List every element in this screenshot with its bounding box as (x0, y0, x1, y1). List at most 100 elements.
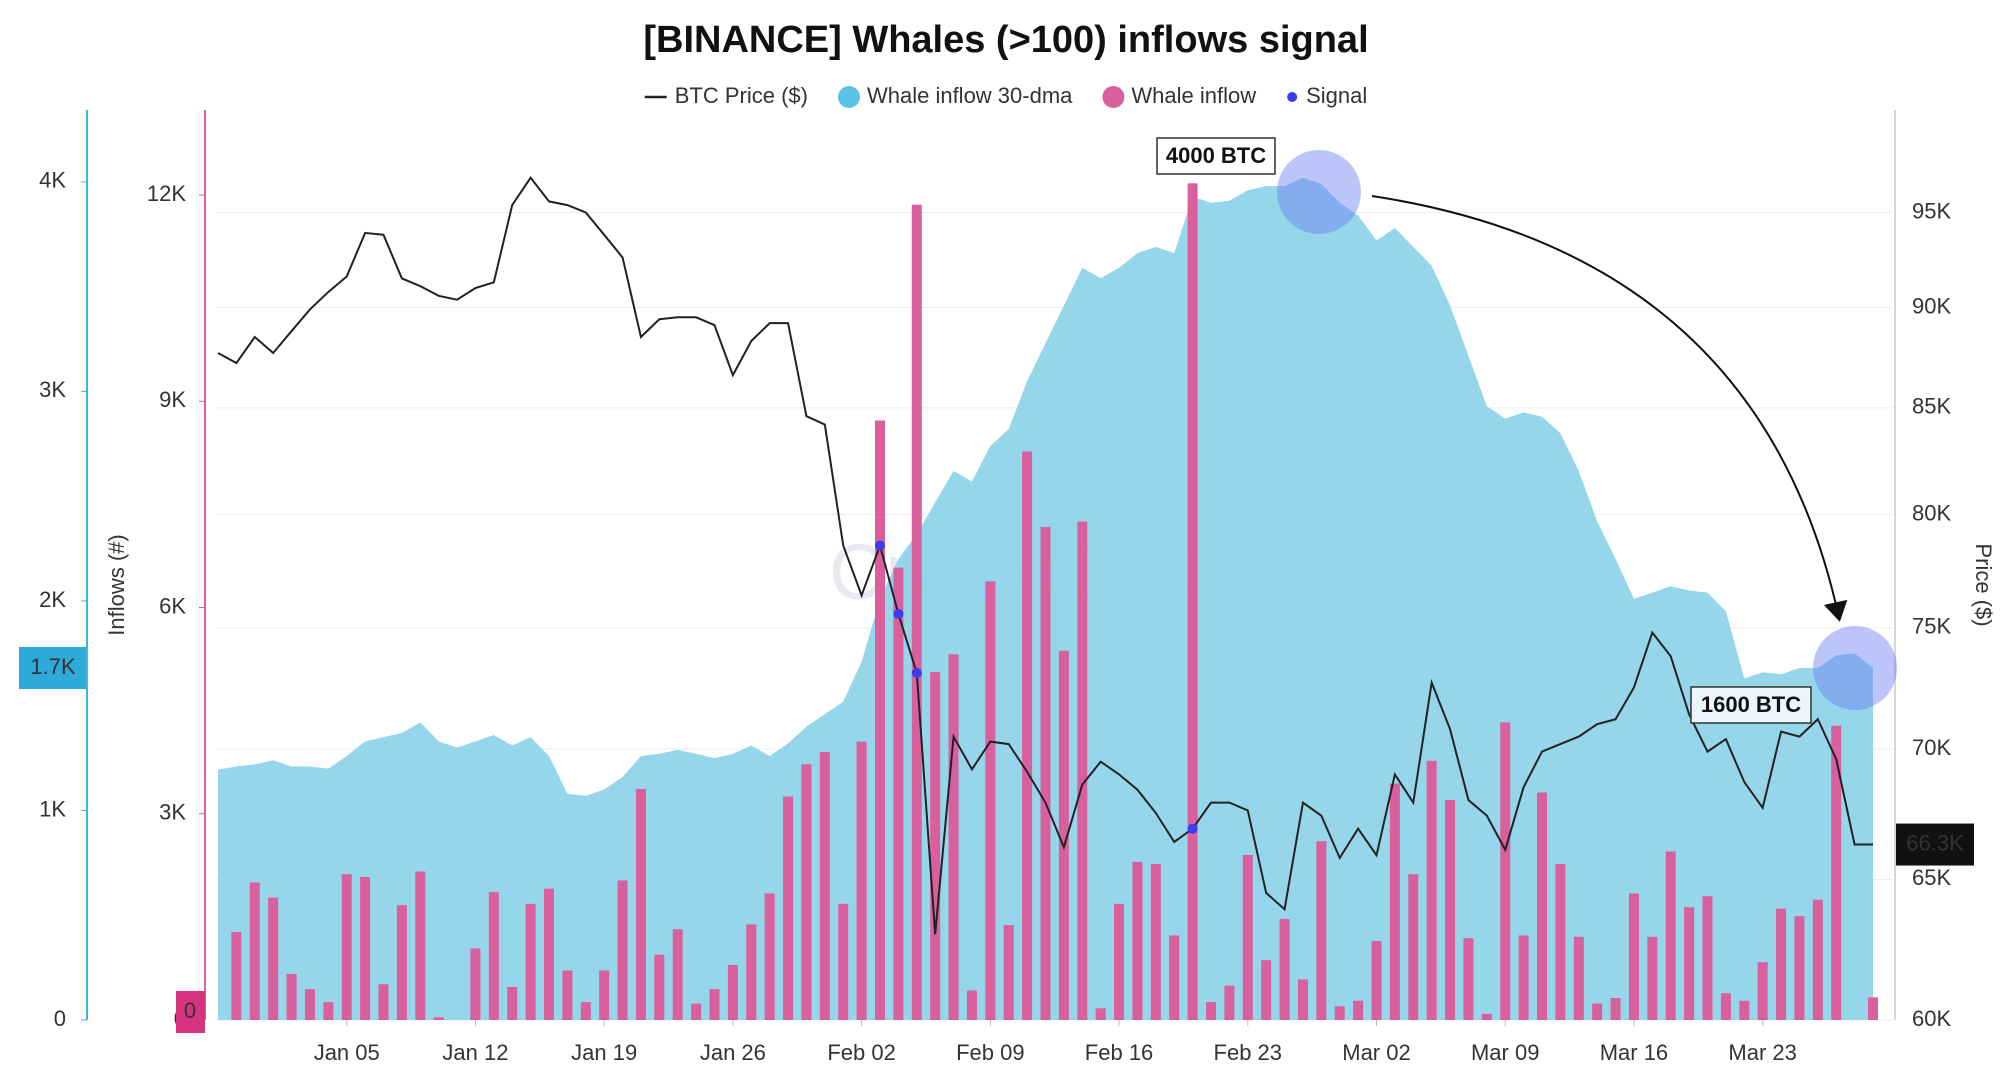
bar (580, 1002, 591, 1020)
bar (525, 903, 536, 1020)
x-tick-label: Feb 09 (956, 1040, 1025, 1065)
chart-title: [BINANCE] Whales (>100) inflows signal (643, 19, 1368, 61)
bar (930, 672, 941, 1020)
bar (360, 877, 371, 1020)
value-label-box (176, 991, 205, 1033)
x-tick-label: Feb 02 (827, 1040, 896, 1065)
bar (1757, 962, 1768, 1020)
x-tick-label: Mar 16 (1600, 1040, 1668, 1065)
bar (1868, 997, 1878, 1020)
bar (1389, 783, 1400, 1020)
y-tick-label: 9K (159, 387, 186, 412)
bar (304, 989, 315, 1020)
bar (1481, 1013, 1492, 1020)
x-tick-label: Jan 05 (314, 1040, 380, 1065)
bar (1022, 451, 1033, 1020)
y2-tick-label: 65K (1912, 865, 1951, 890)
bar (801, 764, 812, 1020)
bar (231, 932, 242, 1020)
legend-marker (1102, 86, 1125, 108)
signal-point (911, 667, 922, 678)
bar (1647, 936, 1658, 1020)
y3-tick-label: 2K (39, 587, 66, 612)
plot-overlay (81, 110, 1896, 1026)
bar (672, 929, 683, 1020)
bar (1334, 1006, 1345, 1020)
bar (286, 973, 297, 1020)
bar (249, 882, 260, 1020)
bar (1610, 998, 1621, 1020)
plot-data (217, 175, 1878, 1020)
legend-item: Whale inflow (1102, 83, 1256, 108)
y2-tick-label: 90K (1912, 293, 1951, 318)
y2-tick-label: 75K (1912, 614, 1951, 639)
bar (709, 989, 720, 1020)
value-label-box (1896, 823, 1974, 866)
bar (1114, 903, 1125, 1020)
x-tick-label: Mar 02 (1342, 1040, 1410, 1065)
y-axis-title: Inflows (#) (104, 534, 129, 635)
y3-tick-label: 0 (54, 1006, 66, 1031)
bar (838, 903, 849, 1020)
bar (396, 905, 407, 1020)
bar (1224, 985, 1235, 1020)
bar (654, 954, 665, 1020)
annotation-box (1156, 137, 1276, 175)
bar (378, 984, 389, 1020)
bar (488, 892, 499, 1020)
line (217, 175, 1873, 935)
bar (507, 987, 518, 1020)
bar (1720, 993, 1731, 1020)
bar (1463, 938, 1474, 1020)
y3-tick-label: 4K (39, 168, 66, 193)
y2-axis-title: Price ($) (1971, 543, 1996, 626)
bar (1242, 855, 1253, 1020)
bar (856, 741, 867, 1020)
bar (911, 204, 922, 1020)
bar (341, 874, 352, 1020)
y2-tick-label: 60K (1912, 1006, 1951, 1031)
bar (1739, 1000, 1750, 1020)
bar (691, 1003, 702, 1020)
y2-tick-label: 85K (1912, 394, 1951, 419)
bar (783, 796, 794, 1020)
y2-tick-label: 80K (1912, 500, 1951, 525)
bar (1500, 722, 1511, 1020)
bar (1831, 725, 1842, 1020)
x-tick-label: Mar 23 (1728, 1040, 1796, 1065)
bar (1426, 760, 1437, 1020)
bar (819, 751, 830, 1020)
y3-tick-label: 1K (39, 796, 66, 821)
bar (1812, 899, 1823, 1020)
bar (727, 965, 738, 1020)
bar (893, 567, 904, 1020)
bar (1261, 960, 1272, 1020)
bar (1573, 936, 1584, 1020)
x-tick-label: Jan 19 (571, 1040, 637, 1065)
bar (1279, 918, 1290, 1020)
legend-label: Whale inflow (1131, 83, 1256, 108)
bar (746, 924, 757, 1020)
bar (1353, 1000, 1364, 1020)
highlight-circle (1277, 150, 1361, 234)
signal-point (893, 608, 904, 619)
annotation: 1600 BTC (1701, 692, 1801, 717)
legend-label: BTC Price ($) (675, 83, 808, 108)
bar (599, 970, 610, 1020)
bar (985, 581, 996, 1020)
legend-label: Signal (1306, 83, 1367, 108)
bar (1665, 851, 1676, 1020)
bar (1095, 1008, 1106, 1020)
legend: BTC Price ($) Whale inflow 30-dma Whale in… (644, 83, 1367, 108)
bar (1794, 916, 1805, 1020)
value-label-box (19, 647, 86, 689)
bar (1518, 935, 1529, 1020)
legend-item: BTC Price ($) (644, 83, 808, 108)
bar (268, 897, 279, 1020)
annotation: 4000 BTC (1166, 143, 1266, 168)
bar (415, 871, 426, 1020)
bar (544, 888, 554, 1020)
x-tick-label: Jan 12 (442, 1040, 508, 1065)
bar (1537, 792, 1547, 1020)
